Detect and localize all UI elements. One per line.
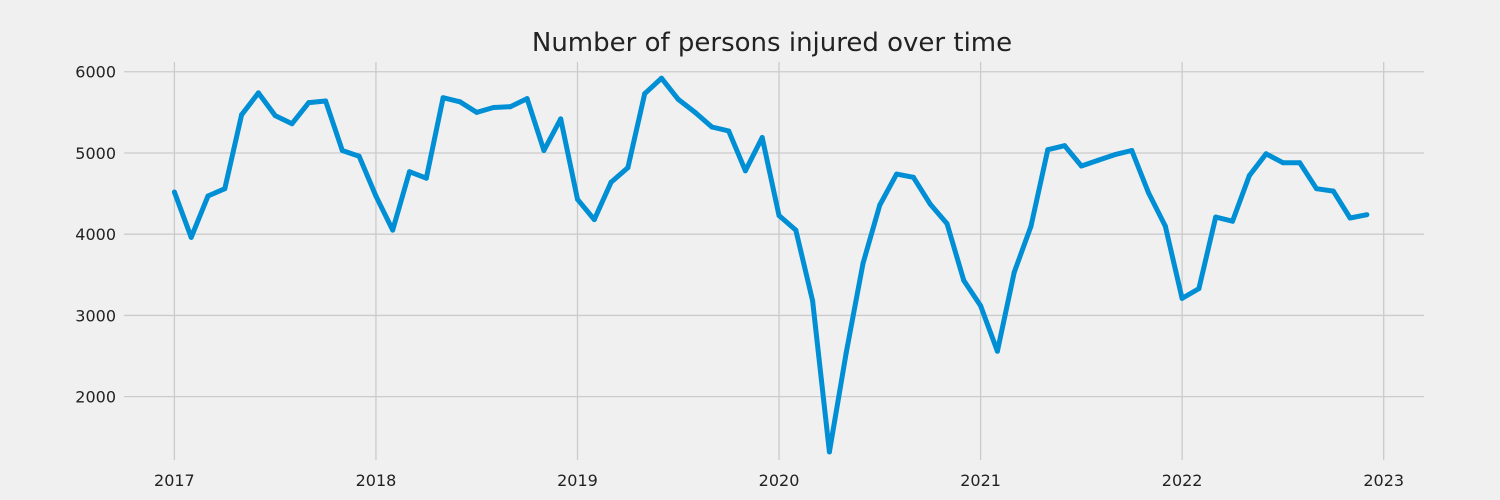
data-point: [1263, 151, 1269, 157]
data-point: [323, 98, 329, 104]
data-point: [306, 100, 312, 106]
data-point: [188, 234, 194, 240]
data-point: [1062, 143, 1068, 149]
data-point: [1011, 269, 1017, 275]
data-point: [659, 75, 664, 81]
data-point: [1095, 157, 1101, 163]
data-point: [860, 260, 866, 266]
data-point: [1230, 218, 1235, 224]
x-tick-label: 2018: [356, 471, 397, 490]
data-point: [171, 189, 177, 195]
data-point: [407, 169, 412, 175]
data-point: [910, 174, 916, 180]
data-point: [810, 298, 816, 304]
data-point: [1347, 215, 1353, 221]
data-point: [541, 148, 547, 153]
y-tick-label: 4000: [75, 225, 116, 244]
data-point: [1146, 190, 1151, 196]
data-point: [793, 227, 799, 233]
data-point: [373, 193, 379, 199]
y-tick-label: 2000: [75, 388, 116, 407]
x-tick-label: 2017: [154, 471, 195, 490]
x-tick-label: 2020: [759, 471, 800, 490]
data-point: [524, 96, 530, 102]
data-point: [1028, 223, 1034, 229]
data-point: [591, 217, 597, 223]
series-line: [172, 75, 1368, 455]
data-point: [239, 112, 245, 118]
data-point: [877, 202, 883, 208]
data-point: [994, 348, 1000, 354]
x-tick-label: 2023: [1363, 471, 1404, 490]
data-point: [1045, 147, 1051, 153]
data-point: [1162, 223, 1168, 229]
data-point: [558, 116, 564, 122]
data-point: [507, 104, 513, 110]
data-point: [742, 168, 748, 174]
data-point: [759, 135, 765, 140]
data-point: [474, 109, 480, 115]
data-point: [440, 95, 446, 101]
data-point: [1364, 212, 1370, 218]
data-point: [1314, 186, 1319, 192]
data-point: [1196, 286, 1202, 292]
data-point: [339, 148, 345, 153]
series-layer: [171, 75, 1370, 455]
data-point: [575, 196, 580, 202]
data-point: [356, 153, 362, 159]
data-point: [289, 121, 295, 127]
data-point: [608, 179, 614, 185]
data-point: [776, 213, 782, 218]
data-point: [1129, 148, 1135, 153]
data-point: [843, 350, 849, 356]
data-point: [272, 113, 278, 119]
y-tick-label: 6000: [75, 63, 116, 82]
data-point: [826, 449, 832, 455]
data-point: [390, 227, 396, 233]
data-point: [894, 171, 900, 177]
y-tick-label: 3000: [75, 306, 116, 325]
data-point: [978, 303, 984, 309]
data-point: [726, 128, 732, 134]
data-point: [1330, 188, 1336, 194]
grid-lines: [124, 62, 1424, 460]
x-tick-label: 2019: [557, 471, 598, 490]
data-point: [944, 221, 950, 227]
x-tick-label: 2021: [960, 471, 1001, 490]
data-point: [457, 99, 463, 105]
data-point: [423, 175, 429, 181]
data-point: [255, 90, 261, 96]
x-axis-ticks: 2017 2018 2019 2020 2021 2022 2023: [154, 471, 1404, 490]
data-point: [1112, 152, 1118, 158]
data-point: [1246, 173, 1252, 179]
data-point: [1179, 295, 1185, 301]
data-point: [961, 278, 967, 283]
data-point: [642, 91, 648, 97]
data-point: [709, 124, 715, 130]
data-point: [625, 165, 631, 171]
y-tick-label: 5000: [75, 144, 116, 163]
data-point: [927, 201, 933, 207]
data-point: [675, 96, 681, 102]
data-point: [1078, 163, 1084, 169]
data-point: [692, 109, 698, 115]
data-point: [1280, 160, 1286, 166]
data-point: [222, 186, 228, 192]
data-point: [1297, 160, 1303, 166]
chart-title: Number of persons injured over time: [532, 28, 1012, 58]
y-axis-ticks: 2000 3000 4000 5000 6000: [75, 63, 116, 407]
data-point: [491, 105, 496, 110]
x-tick-label: 2022: [1162, 471, 1203, 490]
data-point: [1213, 214, 1219, 220]
data-point: [205, 193, 211, 199]
